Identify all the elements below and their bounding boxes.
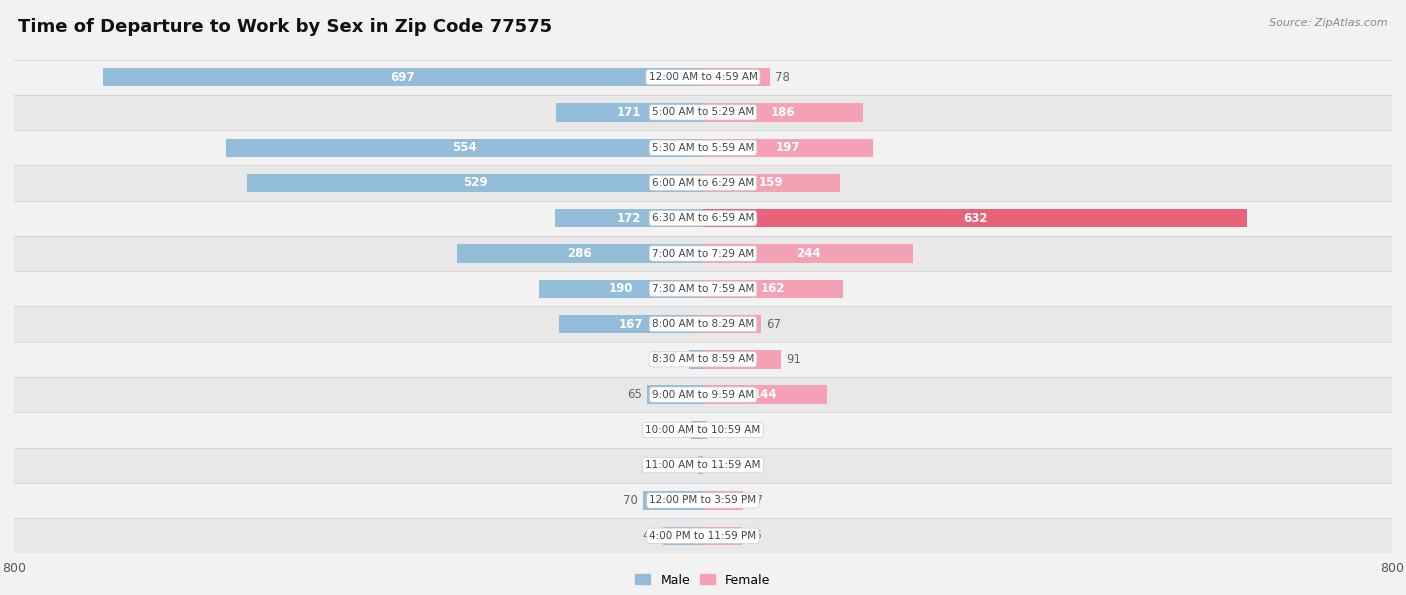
Text: 47: 47 <box>643 529 658 542</box>
Bar <box>560 315 703 333</box>
Bar <box>14 518 1392 553</box>
Bar <box>555 209 703 227</box>
Bar <box>703 421 707 439</box>
Text: 159: 159 <box>759 177 783 189</box>
Text: 186: 186 <box>770 106 796 119</box>
Text: 244: 244 <box>796 247 820 260</box>
Text: 12:00 PM to 3:59 PM: 12:00 PM to 3:59 PM <box>650 496 756 505</box>
Bar <box>662 527 703 545</box>
Bar <box>703 527 742 545</box>
Bar <box>703 68 770 86</box>
Bar <box>703 104 863 121</box>
Text: 6: 6 <box>685 459 693 472</box>
Bar <box>703 386 827 404</box>
Text: 78: 78 <box>775 71 790 84</box>
Bar <box>643 491 703 509</box>
Text: 8:30 AM to 8:59 AM: 8:30 AM to 8:59 AM <box>652 355 754 364</box>
Text: 8:00 AM to 8:29 AM: 8:00 AM to 8:29 AM <box>652 319 754 329</box>
Bar <box>14 60 1392 95</box>
Bar <box>14 306 1392 342</box>
Bar <box>703 174 839 192</box>
Text: Time of Departure to Work by Sex in Zip Code 77575: Time of Departure to Work by Sex in Zip … <box>18 18 553 36</box>
Bar <box>14 342 1392 377</box>
Legend: Male, Female: Male, Female <box>630 569 776 591</box>
Text: 190: 190 <box>609 282 634 295</box>
Text: 9:00 AM to 9:59 AM: 9:00 AM to 9:59 AM <box>652 390 754 400</box>
Bar <box>14 95 1392 130</box>
Text: 162: 162 <box>761 282 785 295</box>
Text: 47: 47 <box>748 494 763 507</box>
Bar <box>697 456 703 474</box>
Text: 144: 144 <box>752 388 778 401</box>
Bar <box>14 377 1392 412</box>
Text: 172: 172 <box>617 212 641 225</box>
Bar <box>103 68 703 86</box>
Bar <box>14 130 1392 165</box>
Text: 5:00 AM to 5:29 AM: 5:00 AM to 5:29 AM <box>652 108 754 117</box>
Text: 554: 554 <box>453 141 477 154</box>
Bar <box>247 174 703 192</box>
Bar <box>457 245 703 262</box>
Bar <box>226 139 703 157</box>
Bar <box>703 350 782 368</box>
Bar <box>647 386 703 404</box>
Text: 67: 67 <box>766 318 780 331</box>
Bar <box>690 421 703 439</box>
Text: 5:30 AM to 5:59 AM: 5:30 AM to 5:59 AM <box>652 143 754 153</box>
Text: 7:00 AM to 7:29 AM: 7:00 AM to 7:29 AM <box>652 249 754 258</box>
Text: 171: 171 <box>617 106 641 119</box>
Bar <box>14 483 1392 518</box>
Text: 4:00 PM to 11:59 PM: 4:00 PM to 11:59 PM <box>650 531 756 541</box>
Text: 5: 5 <box>713 424 720 436</box>
Text: 45: 45 <box>747 529 762 542</box>
Text: 529: 529 <box>463 177 488 189</box>
Text: 197: 197 <box>776 141 800 154</box>
Text: 167: 167 <box>619 318 644 331</box>
Text: 65: 65 <box>627 388 643 401</box>
Bar <box>703 245 912 262</box>
Bar <box>703 491 744 509</box>
Text: 697: 697 <box>391 71 415 84</box>
Text: 14: 14 <box>671 424 686 436</box>
Text: 10:00 AM to 10:59 AM: 10:00 AM to 10:59 AM <box>645 425 761 435</box>
Bar <box>14 201 1392 236</box>
Text: 7:30 AM to 7:59 AM: 7:30 AM to 7:59 AM <box>652 284 754 294</box>
Text: 286: 286 <box>568 247 592 260</box>
Text: 70: 70 <box>623 494 637 507</box>
Text: 0: 0 <box>709 459 716 472</box>
Text: 12:00 AM to 4:59 AM: 12:00 AM to 4:59 AM <box>648 72 758 82</box>
Text: Source: ZipAtlas.com: Source: ZipAtlas.com <box>1270 18 1388 28</box>
Bar <box>14 165 1392 201</box>
Bar <box>703 315 761 333</box>
Text: 16: 16 <box>669 353 685 366</box>
Text: 11:00 AM to 11:59 AM: 11:00 AM to 11:59 AM <box>645 460 761 470</box>
Text: 6:00 AM to 6:29 AM: 6:00 AM to 6:29 AM <box>652 178 754 188</box>
Bar <box>540 280 703 298</box>
Bar <box>703 280 842 298</box>
Text: 6:30 AM to 6:59 AM: 6:30 AM to 6:59 AM <box>652 213 754 223</box>
Bar <box>14 447 1392 483</box>
Bar <box>14 236 1392 271</box>
Bar <box>689 350 703 368</box>
Text: 632: 632 <box>963 212 987 225</box>
Bar <box>555 104 703 121</box>
Bar <box>14 412 1392 447</box>
Bar <box>703 209 1247 227</box>
Text: 91: 91 <box>786 353 801 366</box>
Bar <box>14 271 1392 306</box>
Bar <box>703 139 873 157</box>
